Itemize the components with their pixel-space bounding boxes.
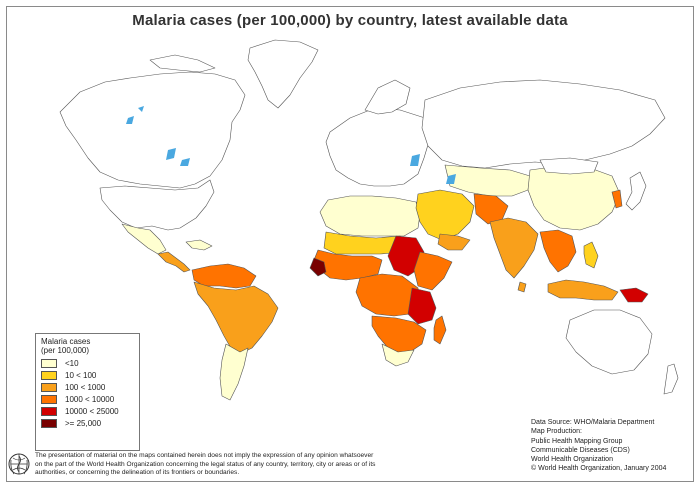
greenland-region <box>247 39 319 109</box>
horn-of-africa-region <box>413 251 453 291</box>
philippines-region <box>583 241 599 269</box>
russia-region <box>421 79 666 169</box>
south-america-region <box>193 281 279 355</box>
legend-label: 10 < 100 <box>65 370 97 380</box>
legend-label: 100 < 1000 <box>65 382 106 392</box>
legend-title: Malaria cases <box>41 337 91 346</box>
japan-region <box>625 171 647 211</box>
arctic-islands-region <box>149 54 216 73</box>
disclaimer-line: The presentation of material on the maps… <box>35 452 374 459</box>
disclaimer-line: on the part of the World Health Organiza… <box>35 460 376 468</box>
southeast-asia-region <box>539 229 577 273</box>
source-line: World Health Organization <box>531 456 613 464</box>
china-region <box>527 165 621 231</box>
lake-shape <box>166 148 176 160</box>
mexico-region <box>121 223 167 255</box>
legend-row-10-100: 10 < 100 <box>41 369 134 381</box>
lakes <box>126 106 456 184</box>
legend: Malaria cases (per 100,000) <10 10 < 100… <box>35 333 140 451</box>
arabia-south-region <box>437 233 471 251</box>
legend-swatch <box>41 406 57 416</box>
new-zealand-region <box>663 363 679 395</box>
legend-row-10000-25000: 10000 < 25000 <box>41 405 134 417</box>
scandinavia-region <box>364 79 411 115</box>
papua-region <box>619 287 649 303</box>
caribbean-region <box>185 239 213 251</box>
legend-label: 1000 < 10000 <box>65 394 115 404</box>
south-africa-region <box>381 343 415 367</box>
legend-swatch <box>41 382 57 392</box>
sri-lanka-region <box>517 281 527 293</box>
legend-row-1000-10000: 1000 < 10000 <box>41 393 134 405</box>
guinea-coast-region <box>309 257 327 277</box>
lake-shape <box>180 158 190 166</box>
source-line: © World Health Organization, January 200… <box>531 465 667 473</box>
map-title: Malaria cases (per 100,000) by country, … <box>132 12 568 29</box>
central-america-region <box>157 251 191 273</box>
korea-region <box>611 189 623 209</box>
source-line: Communicable Diseases (CDS) <box>531 446 630 454</box>
sudan-region <box>387 235 425 277</box>
legend-row-lt10: <10 <box>41 357 134 369</box>
east-africa-region <box>407 287 437 325</box>
usa-region <box>99 179 215 231</box>
legend-swatch <box>41 394 57 404</box>
madagascar-region <box>433 315 447 345</box>
lake-shape <box>410 154 420 166</box>
mongolia-region <box>539 157 599 175</box>
india-region <box>489 217 539 279</box>
north-africa-region <box>319 195 421 237</box>
south-america-south-region <box>219 343 249 401</box>
legend-swatch <box>41 370 57 380</box>
data-source-block: Data Source: WHO/Malaria Department Map … <box>531 418 691 474</box>
indonesia-region <box>547 279 619 301</box>
disclaimer: The presentation of material on the maps… <box>35 452 535 478</box>
source-line: Data Source: WHO/Malaria Department <box>531 419 655 426</box>
legend-label: <10 <box>65 358 79 368</box>
canada-region <box>59 71 246 189</box>
middle-east-region <box>415 189 475 241</box>
legend-subtitle: (per 100,000) <box>41 346 90 355</box>
legend-label: 10000 < 25000 <box>65 406 119 416</box>
source-line: Map Production: <box>531 428 582 436</box>
lake-shape <box>446 174 456 184</box>
legend-label: >= 25,000 <box>65 418 102 428</box>
legend-row-100-1000: 100 < 1000 <box>41 381 134 393</box>
lake-shape <box>138 106 144 112</box>
legend-row-ge25000: >= 25,000 <box>41 417 134 429</box>
legend-swatch <box>41 358 57 368</box>
source-line: Public Health Mapping Group <box>531 437 623 445</box>
who-emblem-icon <box>8 453 30 475</box>
central-asia-region <box>444 164 531 197</box>
lake-shape <box>126 116 134 124</box>
australia-region <box>565 309 653 375</box>
disclaimer-line: authorities, or concerning the delineati… <box>35 469 240 477</box>
europe-region <box>325 107 431 187</box>
legend-swatch <box>41 418 57 428</box>
